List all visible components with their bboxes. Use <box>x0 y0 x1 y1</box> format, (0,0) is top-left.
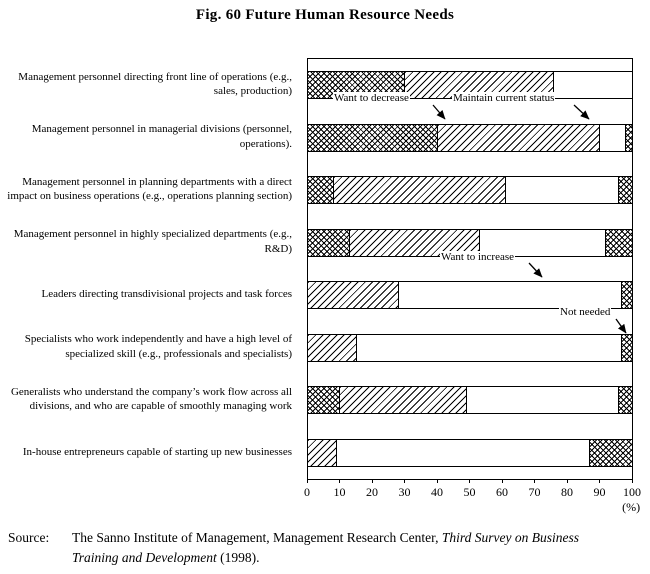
bar-segment-maintain-current-status <box>437 124 600 151</box>
x-axis-tick-mark <box>631 479 633 483</box>
x-axis-tick-mark <box>339 479 340 483</box>
annotation-want-to-increase: Want to increase <box>440 251 516 263</box>
category-label: Management personnel directing front lin… <box>18 70 292 98</box>
x-axis-unit-label: (%) <box>622 500 641 514</box>
bar-segment-not-needed <box>622 282 632 309</box>
category-labels: Management personnel directing front lin… <box>0 58 300 478</box>
source-text-italic: Third Survey on Business Training and De… <box>72 530 579 566</box>
category-label: Management personnel in planning departm… <box>7 175 292 203</box>
bar-row <box>308 176 632 205</box>
bar-row <box>308 386 632 415</box>
x-axis: (%) 0 10 20 30 40 50 60 70 80 90 100 <box>304 479 641 519</box>
bar-segment-want-to-increase <box>554 72 632 99</box>
x-axis-tick-mark <box>306 479 308 483</box>
bar-segment-not-needed <box>619 387 632 414</box>
bar-segment-want-to-increase <box>398 282 623 309</box>
source-text-suffix: (1998). <box>216 550 260 566</box>
x-axis-tick-label: 0 <box>304 485 310 499</box>
category-label: In-house entrepreneurs capable of starti… <box>22 445 292 458</box>
x-axis-tick-label: 10 <box>333 485 346 499</box>
x-axis-tick-mark <box>469 479 470 483</box>
bar-segment-not-needed <box>619 177 632 204</box>
annotation-not-needed: Not needed <box>559 306 612 318</box>
bar-segment-want-to-increase <box>356 334 623 361</box>
category-label: Management personnel in highly specializ… <box>13 228 292 255</box>
annotation-maintain-current-status: Maintain current status <box>452 92 556 104</box>
bar-segment-want-to-increase <box>337 439 590 466</box>
bar-segment-maintain-current-status <box>340 387 467 414</box>
x-axis-tick-label: 20 <box>366 485 378 499</box>
bar-segment-not-needed <box>622 334 632 361</box>
x-axis-tick-label: 30 <box>398 485 411 499</box>
x-axis-tick-mark <box>436 479 438 483</box>
bar-segment-maintain-current-status <box>308 334 357 361</box>
x-axis-tick-mark <box>404 479 405 483</box>
x-axis-tick-mark <box>566 479 568 483</box>
bar-segment-want-to-increase <box>466 387 620 414</box>
bar-row <box>308 281 632 310</box>
x-axis-tick-mark <box>371 479 373 483</box>
source-text: The Sanno Institute of Management, Manag… <box>72 528 584 569</box>
x-axis-tick-label: 80 <box>561 485 573 499</box>
chart-title: Fig. 60 Future Human Resource Needs <box>195 7 455 23</box>
bar-segment-want-to-increase <box>505 177 620 204</box>
bar-segment-maintain-current-status <box>333 177 506 204</box>
bar-segment-want-to-decrease <box>308 177 334 204</box>
category-label: Specialists who work independently and h… <box>24 333 292 360</box>
bar-segment-want-to-increase <box>599 124 626 151</box>
plot-area <box>307 58 633 480</box>
source-label: Source: <box>8 530 50 545</box>
x-axis-tick-label: 100 <box>623 485 641 499</box>
x-axis-tick-label: 60 <box>496 485 508 499</box>
annotation-want-to-decrease: Want to decrease <box>333 92 410 104</box>
bar-segment-not-needed <box>606 229 632 256</box>
x-axis-tick-label: 70 <box>528 485 541 499</box>
category-label: Generalists who understand the company’s… <box>10 385 292 413</box>
bar-segment-want-to-decrease <box>308 387 341 414</box>
bar-segment-maintain-current-status <box>308 439 338 466</box>
bar-row <box>308 123 632 152</box>
x-axis-tick-mark <box>501 479 503 483</box>
bar-row <box>308 333 632 362</box>
x-axis-tick-mark <box>534 479 535 483</box>
source-text-normal: The Sanno Institute of Management, Manag… <box>72 530 442 545</box>
bar-segment-maintain-current-status <box>308 282 399 309</box>
x-axis-tick-label: 90 <box>593 485 606 499</box>
bar-row <box>308 438 632 467</box>
bar-segment-not-needed <box>625 124 632 151</box>
bar-segment-want-to-decrease <box>308 229 351 256</box>
source-citation: Source: The Sanno Institute of Managemen… <box>8 528 584 569</box>
bar-segment-want-to-decrease <box>308 124 438 151</box>
x-axis-tick-mark <box>599 479 600 483</box>
x-axis-tick-label: 40 <box>431 485 443 499</box>
bar-segment-not-needed <box>589 439 632 466</box>
category-label: Leaders directing transdivisional projec… <box>41 288 292 301</box>
x-axis-tick-label: 50 <box>463 485 476 499</box>
category-label: Management personnel in managerial divis… <box>31 123 292 150</box>
